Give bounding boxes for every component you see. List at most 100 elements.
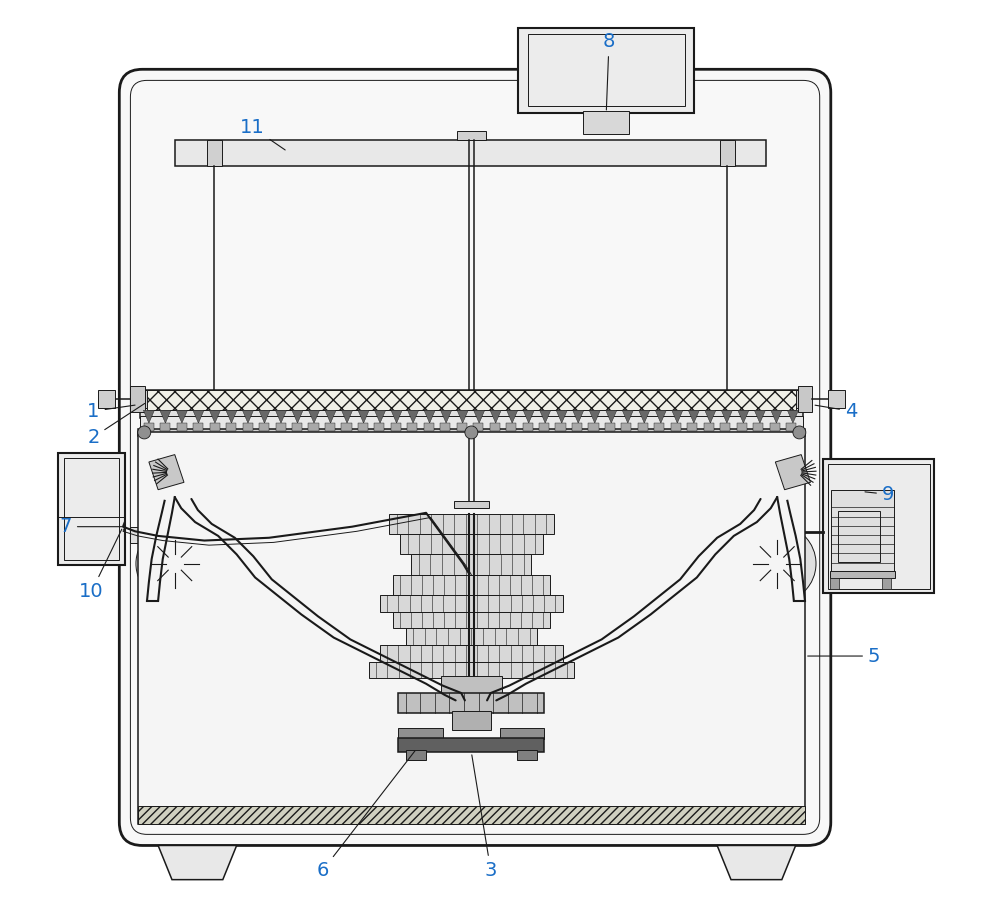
Bar <box>457 131 486 140</box>
Bar <box>754 527 791 543</box>
Bar <box>638 423 648 431</box>
Bar <box>58 453 125 565</box>
Polygon shape <box>409 652 414 663</box>
Bar <box>130 386 145 412</box>
Polygon shape <box>423 652 429 663</box>
Bar <box>292 423 302 431</box>
Circle shape <box>793 426 806 439</box>
Bar <box>175 140 766 166</box>
Bar <box>205 431 224 440</box>
Bar <box>528 34 685 106</box>
Bar <box>207 140 222 166</box>
Bar <box>458 545 484 556</box>
Polygon shape <box>787 410 798 423</box>
Bar <box>374 423 384 431</box>
Circle shape <box>738 525 816 602</box>
Polygon shape <box>519 652 524 663</box>
Bar <box>452 608 491 628</box>
Bar <box>605 423 615 431</box>
Bar <box>98 390 115 408</box>
Polygon shape <box>688 410 699 423</box>
Bar <box>572 423 582 431</box>
Bar <box>308 423 319 431</box>
Bar <box>737 423 747 431</box>
Polygon shape <box>490 652 496 663</box>
Bar <box>181 521 791 551</box>
Circle shape <box>136 525 214 602</box>
Polygon shape <box>490 410 501 423</box>
Polygon shape <box>441 410 452 423</box>
Bar <box>177 423 187 431</box>
Text: 6: 6 <box>316 750 415 880</box>
Bar <box>160 423 170 431</box>
Polygon shape <box>705 410 716 423</box>
Bar <box>583 111 629 134</box>
Polygon shape <box>209 410 220 423</box>
Bar <box>259 423 269 431</box>
Polygon shape <box>181 492 249 536</box>
Polygon shape <box>418 652 424 663</box>
Polygon shape <box>672 410 683 423</box>
Bar <box>398 693 544 713</box>
Bar <box>490 423 500 431</box>
Polygon shape <box>259 410 270 423</box>
Bar <box>140 416 803 455</box>
Polygon shape <box>149 455 184 490</box>
Bar <box>517 750 537 760</box>
Polygon shape <box>523 410 534 423</box>
Bar <box>786 423 796 431</box>
Bar <box>671 423 681 431</box>
Circle shape <box>465 426 478 439</box>
Text: 4: 4 <box>815 402 857 420</box>
Polygon shape <box>509 652 515 663</box>
Bar <box>500 728 544 739</box>
Bar <box>440 423 450 431</box>
Polygon shape <box>442 652 448 663</box>
Polygon shape <box>556 410 567 423</box>
Bar <box>823 459 934 593</box>
Circle shape <box>749 469 771 492</box>
Bar <box>443 573 500 591</box>
Bar <box>144 423 154 431</box>
Bar <box>391 423 401 431</box>
Bar <box>539 423 549 431</box>
Bar <box>798 386 812 412</box>
Polygon shape <box>308 410 320 423</box>
Polygon shape <box>428 652 434 663</box>
Polygon shape <box>721 410 732 423</box>
Bar <box>341 423 352 431</box>
Bar <box>398 728 443 739</box>
Bar <box>210 423 220 431</box>
Bar <box>720 140 735 166</box>
Bar <box>621 423 631 431</box>
Bar <box>506 423 516 431</box>
Polygon shape <box>226 410 237 423</box>
Polygon shape <box>438 652 443 663</box>
Bar <box>193 423 203 431</box>
Polygon shape <box>176 410 187 423</box>
Bar <box>406 628 537 645</box>
Circle shape <box>751 538 803 590</box>
Polygon shape <box>495 652 500 663</box>
Bar <box>406 750 426 760</box>
Bar <box>828 464 930 589</box>
Bar <box>397 626 546 652</box>
Bar <box>796 523 801 541</box>
Ellipse shape <box>352 669 371 684</box>
Bar <box>407 423 417 431</box>
Bar <box>140 390 154 408</box>
Bar <box>457 423 467 431</box>
Bar <box>411 554 531 575</box>
Polygon shape <box>143 410 154 423</box>
Bar <box>147 390 796 410</box>
Polygon shape <box>606 410 617 423</box>
Bar <box>831 490 894 575</box>
Polygon shape <box>424 410 435 423</box>
Bar <box>358 423 368 431</box>
Bar <box>380 645 563 662</box>
Bar <box>555 423 566 431</box>
Bar <box>654 423 664 431</box>
Polygon shape <box>655 410 666 423</box>
Polygon shape <box>433 652 438 663</box>
Polygon shape <box>771 410 782 423</box>
